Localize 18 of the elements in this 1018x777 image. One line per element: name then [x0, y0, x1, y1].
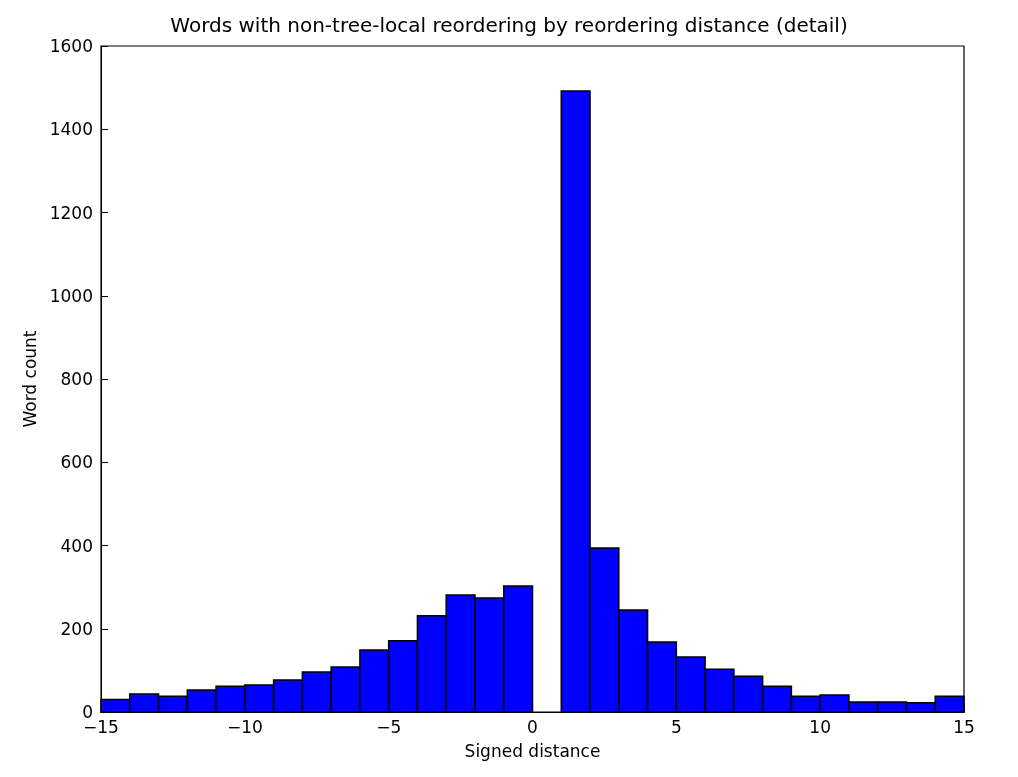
x-tick-label: 10: [809, 716, 831, 737]
y-tick-label: 1200: [49, 202, 93, 223]
y-axis-title: Word count: [20, 330, 41, 428]
y-tick-label: 1400: [49, 119, 93, 140]
x-tick-label: 0: [527, 716, 538, 737]
y-tick-label: 200: [60, 618, 93, 639]
x-tick-label: 5: [670, 716, 682, 737]
x-tick-label: −5: [376, 716, 402, 737]
x-axis-title: Signed distance: [464, 740, 601, 761]
y-tick-label: 0: [82, 702, 93, 722]
x-tick-label: −10: [226, 716, 263, 737]
y-tick-label: 1600: [49, 36, 93, 56]
y-tick-label: 800: [60, 369, 93, 389]
y-tick-label: 600: [60, 452, 93, 473]
y-tick-label: 400: [60, 535, 93, 556]
chart-title: Words with non-tree-local reordering by reordering distance (detail): [170, 13, 848, 37]
y-tick-label: 1000: [49, 285, 93, 306]
x-tick-label: 15: [953, 716, 975, 737]
